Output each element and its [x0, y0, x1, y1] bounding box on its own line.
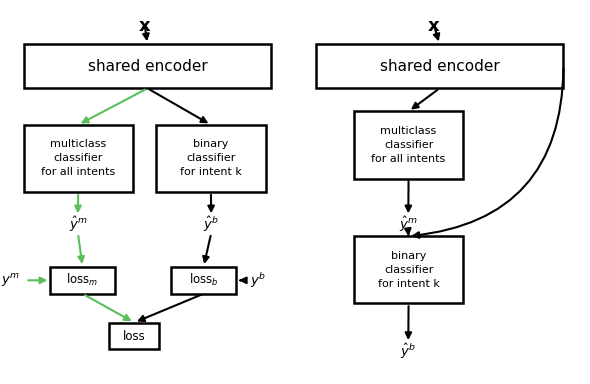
- FancyBboxPatch shape: [24, 44, 271, 88]
- Text: x: x: [428, 17, 440, 35]
- Text: loss$_b$: loss$_b$: [189, 272, 218, 288]
- FancyBboxPatch shape: [171, 267, 236, 294]
- FancyBboxPatch shape: [50, 267, 115, 294]
- Text: $\hat{y}^b$: $\hat{y}^b$: [401, 342, 416, 361]
- Text: loss: loss: [123, 329, 146, 343]
- Text: $y^b$: $y^b$: [250, 271, 267, 290]
- FancyBboxPatch shape: [156, 125, 266, 192]
- Text: binary
classifier
for intent k: binary classifier for intent k: [378, 251, 440, 289]
- Text: $y^m$: $y^m$: [1, 272, 20, 289]
- Text: x: x: [139, 17, 150, 35]
- Text: multiclass
classifier
for all intents: multiclass classifier for all intents: [372, 126, 445, 164]
- FancyBboxPatch shape: [109, 323, 159, 349]
- Text: $\hat{y}^b$: $\hat{y}^b$: [204, 215, 219, 234]
- Text: loss$_m$: loss$_m$: [67, 272, 99, 288]
- Text: multiclass
classifier
for all intents: multiclass classifier for all intents: [41, 139, 115, 177]
- FancyBboxPatch shape: [354, 236, 463, 303]
- FancyBboxPatch shape: [354, 111, 463, 179]
- Text: shared encoder: shared encoder: [88, 59, 207, 74]
- FancyBboxPatch shape: [316, 44, 563, 88]
- FancyBboxPatch shape: [24, 125, 133, 192]
- Text: $\hat{y}^m$: $\hat{y}^m$: [399, 215, 418, 234]
- Text: $\hat{y}^m$: $\hat{y}^m$: [68, 215, 87, 234]
- Text: shared encoder: shared encoder: [380, 59, 499, 74]
- Text: binary
classifier
for intent k: binary classifier for intent k: [180, 139, 242, 177]
